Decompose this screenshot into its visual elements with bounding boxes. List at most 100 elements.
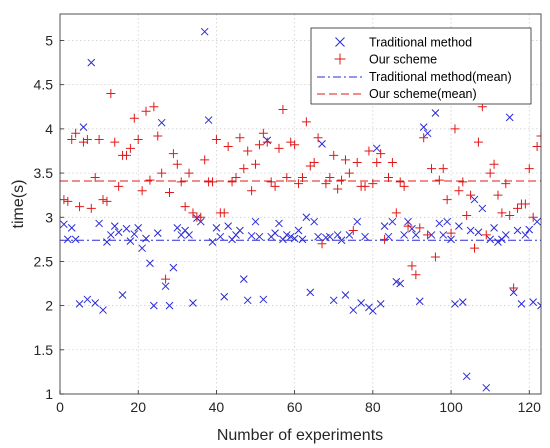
traditional-method-point <box>75 300 84 308</box>
plot-frame <box>59 13 542 395</box>
traditional-method-point <box>275 219 283 228</box>
traditional-method-point <box>200 27 209 36</box>
traditional-method-point <box>505 113 514 122</box>
traditional-method-point <box>529 298 538 306</box>
our-scheme-point <box>106 89 116 99</box>
traditional-method-point <box>153 229 162 238</box>
y-tick-label: 2 <box>45 298 53 314</box>
our-scheme-point <box>520 199 530 209</box>
traditional-method-point <box>306 288 315 297</box>
traditional-method-point <box>134 224 143 232</box>
traditional-method-point <box>396 279 405 288</box>
our-scheme-point <box>227 177 237 187</box>
our-scheme-point <box>333 184 343 194</box>
traditional-method-point <box>521 231 530 239</box>
traditional-method-point <box>236 226 244 235</box>
our-scheme-point <box>172 159 182 169</box>
our-scheme-point <box>102 196 112 206</box>
our-scheme-point <box>509 283 519 293</box>
traditional-method-point <box>412 231 420 239</box>
our-scheme-point <box>462 210 472 220</box>
traditional-method-point <box>294 226 303 235</box>
traditional-method-point <box>517 300 526 308</box>
our-scheme-point <box>239 164 249 174</box>
traditional-method-point <box>165 301 174 310</box>
traditional-method-point <box>173 224 182 232</box>
traditional-method-point <box>458 298 467 306</box>
our-scheme-point <box>176 177 186 187</box>
traditional-method-point <box>470 195 479 204</box>
our-scheme-point <box>141 106 151 116</box>
traditional-method-point <box>251 217 260 226</box>
traditional-method-point <box>122 224 131 233</box>
traditional-method-point <box>91 299 100 307</box>
traditional-method-point <box>533 217 541 226</box>
our-scheme-point <box>188 208 198 218</box>
traditional-method-point <box>439 231 448 239</box>
traditional-method-point <box>392 277 401 286</box>
y-axis-ticks: 1 1.5 2 2.5 3 3.5 4 4.5 5 <box>34 33 64 402</box>
traditional-method-point <box>185 231 193 239</box>
y-tick-label: 5 <box>45 33 53 49</box>
our-scheme-point <box>427 164 437 174</box>
traditional-method-point <box>60 220 68 229</box>
legend-plus-marker-icon <box>334 53 346 65</box>
our-scheme-point <box>200 155 210 165</box>
our-scheme-point <box>301 117 311 127</box>
traditional-method-point <box>83 295 92 304</box>
y-tick-label: 3.5 <box>34 165 54 181</box>
our-scheme-point <box>168 149 178 159</box>
our-scheme-point <box>489 159 499 169</box>
our-scheme-point <box>133 134 143 144</box>
our-scheme-point <box>524 164 534 174</box>
our-scheme-point <box>86 203 96 213</box>
our-scheme-point <box>98 195 108 205</box>
traditional-method-point <box>337 236 346 245</box>
our-scheme-point <box>266 177 276 187</box>
legend-x-marker-icon <box>335 37 345 47</box>
traditional-method-point <box>282 231 291 239</box>
traditional-method-point <box>161 282 170 291</box>
x-tick-label: 60 <box>287 399 303 415</box>
traditional-method-point <box>486 235 495 244</box>
traditional-method-point <box>87 58 96 67</box>
grid <box>60 14 541 394</box>
our-scheme-point <box>71 128 81 138</box>
traditional-method-point <box>298 235 307 244</box>
traditional-method-point <box>224 222 233 230</box>
traditional-method-point <box>349 306 358 314</box>
traditional-method-point <box>447 235 455 244</box>
traditional-method-point <box>286 232 295 241</box>
our-scheme-point <box>481 230 491 240</box>
traditional-method-point <box>431 109 440 117</box>
legend-entry-our-scheme: Our scheme <box>334 53 437 67</box>
traditional-method-point <box>318 140 326 148</box>
our-scheme-point <box>282 172 292 182</box>
traditional-method-point <box>216 232 225 241</box>
our-scheme-point <box>391 208 401 218</box>
our-scheme-point <box>450 124 460 134</box>
our-scheme-point <box>399 181 409 191</box>
traditional-method-point <box>189 299 197 307</box>
our-scheme-point <box>313 133 323 143</box>
traditional-method-point <box>302 213 311 222</box>
legend-entry-our-scheme-mean: Our scheme(mean) <box>317 87 477 101</box>
x-tick-label: 100 <box>439 399 463 415</box>
our-scheme-point <box>415 223 425 233</box>
our-scheme-point <box>121 150 131 160</box>
our-scheme-point <box>129 113 139 123</box>
traditional-method-point <box>204 116 213 124</box>
x-axis-label: Number of experiments <box>217 427 383 444</box>
traditional-method-point <box>79 123 88 131</box>
traditional-method-point <box>345 231 354 239</box>
traditional-method-point <box>376 300 385 308</box>
traditional-method-point <box>490 224 498 232</box>
traditional-method-point <box>169 263 178 272</box>
traditional-method-point <box>157 118 166 127</box>
our-scheme-point <box>145 175 155 185</box>
traditional-method-point <box>314 232 322 241</box>
our-scheme-point <box>387 157 397 167</box>
traditional-method-point <box>400 231 408 239</box>
our-scheme-point <box>430 252 440 262</box>
our-scheme-point <box>454 186 464 196</box>
